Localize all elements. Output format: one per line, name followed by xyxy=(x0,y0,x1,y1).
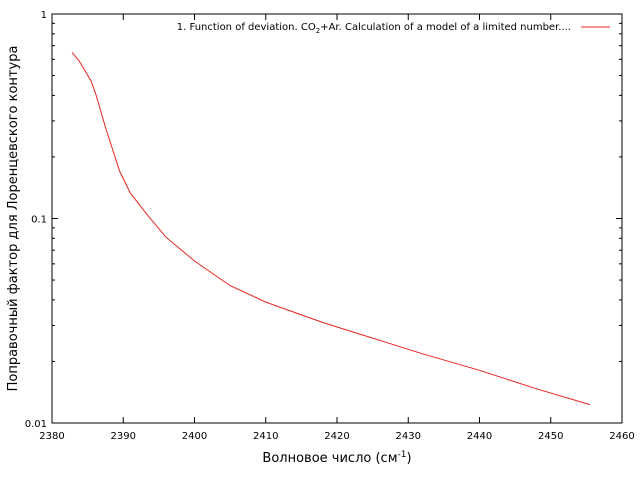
x-tick-label: 2440 xyxy=(467,431,492,442)
x-tick-label: 2420 xyxy=(324,431,349,442)
y-tick-label: 0.1 xyxy=(31,215,47,226)
x-axis-title: Волновое число (см-1) xyxy=(262,450,411,466)
x-tick-label: 2460 xyxy=(609,431,634,442)
x-tick-label: 2400 xyxy=(182,431,207,442)
x-tick-label: 2410 xyxy=(253,431,278,442)
x-tick-label: 2430 xyxy=(396,431,421,442)
x-tick-label: 2390 xyxy=(111,431,136,442)
series-line xyxy=(71,51,591,406)
y-axis-title: Поправочный фактор для Лоренцевского кон… xyxy=(6,46,21,392)
x-tick-label: 2380 xyxy=(39,431,64,442)
y-tick-label: 1 xyxy=(41,10,47,21)
axis-ticks: 2380 2390 2400 2410 2420 2430 2440 2450 2460 0.01… xyxy=(25,10,635,442)
series-layer xyxy=(71,51,591,406)
legend-label: 1. Function of deviation. CO2+Ar. Calcul… xyxy=(177,22,571,35)
x-tick-label: 2450 xyxy=(538,431,563,442)
plot-area-frame xyxy=(51,13,623,424)
y-tick-label: 0.01 xyxy=(25,419,47,430)
legend: 1. Function of deviation. CO2+Ar. Calcul… xyxy=(177,22,610,35)
